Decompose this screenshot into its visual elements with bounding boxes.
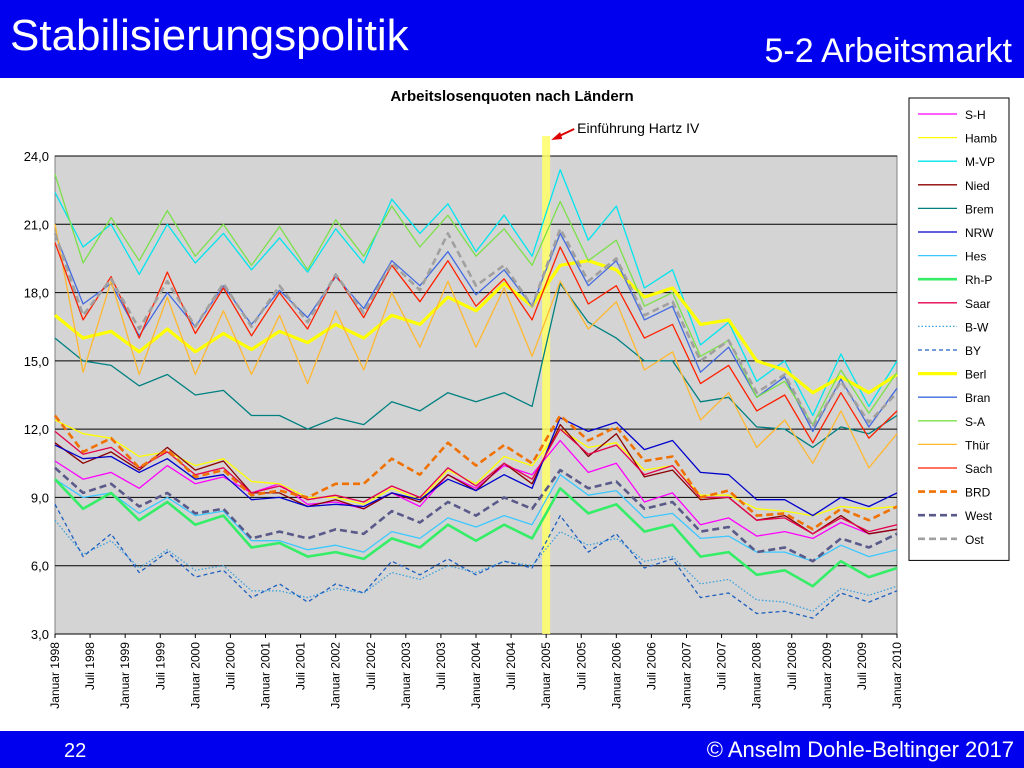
legend-label: Hes: [965, 250, 986, 264]
series-line-berl: [53, 259, 898, 395]
legend-label: Hamb: [965, 132, 997, 146]
legend-label: Berl: [965, 368, 986, 382]
series-line-hamb: [54, 419, 898, 517]
x-tick-label: Januar 2005: [539, 642, 553, 709]
legend-label: BY: [965, 344, 981, 358]
y-tick-label: 18,0: [24, 286, 49, 301]
legend: S-H Hamb M-VP Nied Brem NRW Hes Rh-P Saar B-W BY Be…: [908, 97, 1010, 561]
hartz-marker: [542, 136, 551, 634]
legend-label: S-H: [965, 108, 986, 122]
chart-title: Arbeitslosenquoten nach Ländern: [390, 88, 633, 105]
x-tick-label: Januar 1998: [48, 642, 62, 709]
slide-title: Stabilisierungspolitik: [10, 11, 409, 60]
legend-label: Bran: [965, 391, 990, 405]
x-tick-label: Januar 2008: [750, 642, 764, 709]
chart: Arbeitslosenquoten nach Ländern 24,0 21,0…: [24, 88, 1010, 709]
x-tick-label: Januar 2001: [259, 642, 273, 709]
series-line-rh-p: [54, 478, 898, 588]
y-tick-label: 24,0: [24, 149, 49, 164]
x-tick-label: Juli 2004: [504, 642, 518, 690]
series-line-ost: [53, 227, 898, 429]
legend-label: Rh-P: [965, 273, 992, 287]
x-tick-label: Januar 1999: [118, 642, 132, 709]
annotation-label: Einführung Hartz IV: [577, 120, 700, 136]
series-line-thür: [54, 224, 898, 469]
x-tick-label: Juli 2006: [644, 642, 658, 690]
legend-label: Sach: [965, 462, 992, 476]
legend-box: [908, 97, 1010, 561]
x-tick-label: Januar 2009: [820, 642, 834, 709]
legend-label: S-A: [965, 415, 985, 429]
series-line-brem: [54, 282, 898, 449]
y-tick-label: 21,0: [24, 217, 49, 232]
x-tick-label: Januar 2002: [329, 642, 343, 709]
title-bar: [0, 0, 1024, 78]
series-line-hes: [54, 474, 898, 562]
series-line-west: [54, 466, 898, 563]
x-tick-label: Juli 2007: [715, 642, 729, 690]
x-tick-label: Juli 2000: [223, 642, 237, 690]
page-number: 22: [64, 740, 87, 762]
x-tick-label: Juli 2005: [574, 642, 588, 690]
legend-label: BRD: [965, 486, 991, 500]
plot-background: [54, 155, 898, 635]
legend-label: Saar: [965, 297, 990, 311]
x-tick-label: Juli 1999: [153, 642, 167, 690]
x-tick-label: Juli 2001: [294, 642, 308, 690]
series-line-saar: [54, 428, 898, 535]
y-tick-label: 9,0: [31, 490, 49, 505]
legend-label: NRW: [965, 226, 994, 240]
series-line-by: [54, 503, 898, 619]
x-tick-label: Januar 2004: [469, 642, 483, 709]
x-tick-label: Juli 2003: [434, 642, 448, 690]
legend-label: West: [965, 509, 993, 523]
legend-label: Ost: [965, 533, 984, 547]
y-tick-label: 15,0: [24, 354, 49, 369]
series-line-s-h: [54, 439, 898, 540]
copyright: © Anselm Dohle-Beltinger 2017: [706, 737, 1014, 762]
series-line-b-w: [54, 519, 898, 612]
x-tick-label: Januar 2007: [680, 642, 694, 709]
x-tick-label: Juli 2009: [855, 642, 869, 690]
legend-label: B-W: [965, 320, 989, 334]
series-line-m-vp: [54, 169, 898, 417]
series-line-s-a: [54, 174, 898, 426]
x-tick-label: Januar 2010: [890, 642, 904, 709]
x-tick-label: Januar 2000: [188, 642, 202, 709]
legend-label: Nied: [965, 179, 990, 193]
x-tick-label: Januar 2003: [399, 642, 413, 709]
legend-label: Brem: [965, 202, 994, 216]
footer-bar: [0, 731, 1024, 768]
annotation-arrowhead: [551, 132, 563, 140]
y-tick-label: 6,0: [31, 559, 49, 574]
series-line-nrw: [54, 417, 898, 517]
legend-label: M-VP: [965, 155, 995, 169]
x-tick-label: Januar 2006: [609, 642, 623, 709]
series-line-brd: [53, 414, 898, 531]
legend-label: Thür: [965, 438, 990, 452]
y-tick-label: 12,0: [24, 422, 49, 437]
slide-section: 5-2 Arbeitsmarkt: [764, 32, 1012, 70]
x-tick-label: Juli 1998: [83, 642, 97, 690]
x-tick-label: Juli 2008: [785, 642, 799, 690]
x-tick-label: Juli 2002: [364, 642, 378, 690]
y-tick-label: 3,0: [31, 627, 49, 642]
series-line-sach: [54, 242, 898, 444]
